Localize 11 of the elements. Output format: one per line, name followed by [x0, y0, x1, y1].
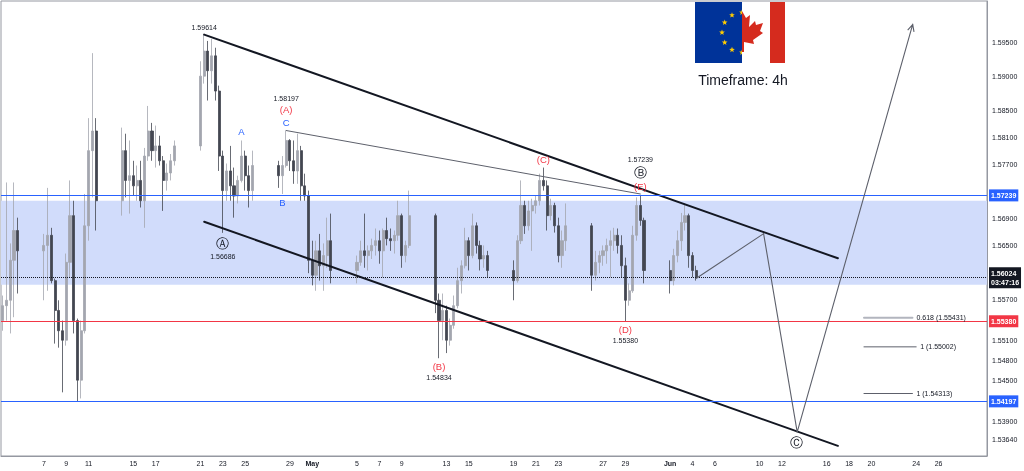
- annotation: Ⓑ: [633, 164, 647, 180]
- annotation: A: [238, 126, 246, 138]
- annotation: (D): [618, 324, 633, 336]
- annotation: B: [279, 196, 286, 208]
- annotation: Ⓒ: [790, 434, 804, 450]
- annotation: Ⓐ: [216, 235, 230, 251]
- annotation: Timeframe: 4h: [698, 72, 788, 88]
- annotation: (A): [279, 104, 293, 116]
- annotation: C: [282, 116, 290, 128]
- annotation: (C): [536, 153, 550, 165]
- annotation: (B): [432, 361, 446, 373]
